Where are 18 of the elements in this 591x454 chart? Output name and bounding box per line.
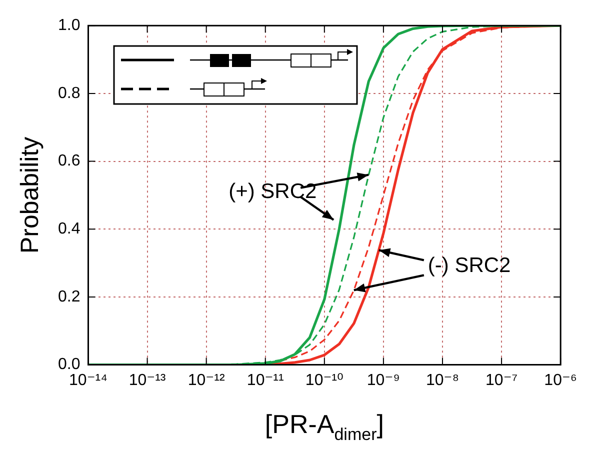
y-tick-label: 0.2 bbox=[58, 288, 80, 306]
y-tick-label: 0.6 bbox=[58, 152, 80, 170]
x-tick-label: 10⁻¹³ bbox=[128, 372, 166, 389]
y-tick-label: 1.0 bbox=[58, 17, 80, 34]
x-tick-label: 10⁻⁶ bbox=[544, 372, 577, 389]
x-tick-label: 10⁻⁸ bbox=[426, 372, 459, 389]
y-axis-title: Probability bbox=[16, 136, 44, 254]
annotation: (-) SRC2 bbox=[428, 254, 511, 278]
x-tick-label: 10⁻¹⁰ bbox=[305, 372, 344, 389]
x-tick-label: 10⁻¹⁴ bbox=[69, 372, 108, 389]
y-tick-label: 0.0 bbox=[58, 356, 80, 374]
annotation: (+) SRC2 bbox=[228, 180, 317, 204]
x-tick-label: 10⁻⁹ bbox=[366, 372, 400, 389]
x-tick-label: 10⁻⁷ bbox=[486, 372, 518, 389]
x-tick-label: 10⁻¹² bbox=[188, 372, 226, 389]
y-tick-label: 0.4 bbox=[58, 220, 80, 238]
y-tick-label: 0.8 bbox=[58, 84, 80, 102]
x-tick-label: 10⁻¹¹ bbox=[246, 372, 284, 389]
